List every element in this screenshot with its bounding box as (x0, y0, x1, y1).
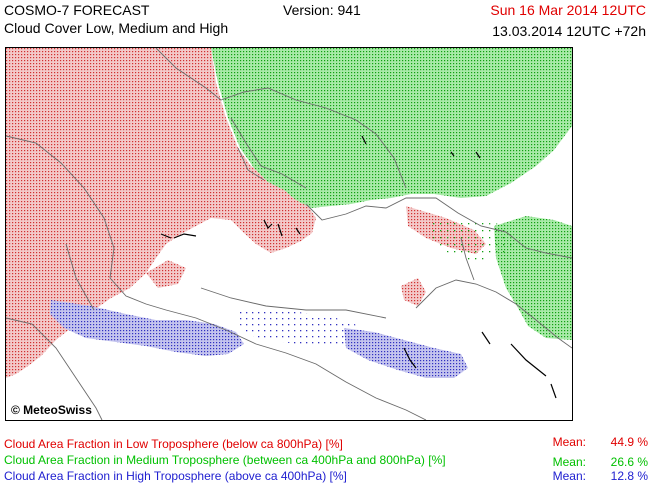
run-date: 13.03.2014 12UTC +72h (492, 23, 646, 39)
low-cloud-area-adriatic (401, 278, 426, 306)
forecast-title: COSMO-7 FORECAST (4, 2, 150, 18)
version-label: Version: 941 (283, 2, 361, 18)
copyright-label: © MeteoSwiss (11, 403, 92, 417)
legend-medium-label: Cloud Area Fraction in Medium Tropospher… (4, 453, 446, 467)
high-cloud-area-po (50, 300, 244, 356)
mean-low-label: Mean: (552, 435, 586, 449)
mean-low: Mean: 44.9 % (553, 435, 648, 449)
mean-high-label: Mean: (552, 469, 586, 483)
mean-medium-value: 26.6 % (610, 455, 648, 469)
mean-high-value: 12.8 % (610, 469, 648, 483)
lake-marks (160, 135, 557, 399)
low-cloud-area-west (6, 48, 316, 378)
medium-cloud-area-east-sparse (426, 220, 516, 263)
medium-cloud-area-north (211, 48, 572, 208)
high-cloud-area-sparse (236, 310, 366, 346)
legend-low-label: Cloud Area Fraction in Low Troposphere (… (4, 437, 343, 451)
valid-date: Sun 16 Mar 2014 12UTC (490, 2, 646, 18)
mean-high: Mean: 12.8 % (553, 469, 648, 483)
forecast-map: © MeteoSwiss (5, 47, 573, 421)
mean-medium-label: Mean: (552, 455, 586, 469)
low-cloud-area-ligurian (146, 260, 186, 288)
mean-medium: Mean: 26.6 % (553, 455, 648, 469)
mean-low-value: 44.9 % (610, 435, 648, 449)
legend-high-label: Cloud Area Fraction in High Troposphere … (4, 469, 347, 483)
boundary-lines (6, 48, 572, 420)
forecast-subtitle: Cloud Cover Low, Medium and High (4, 20, 229, 36)
